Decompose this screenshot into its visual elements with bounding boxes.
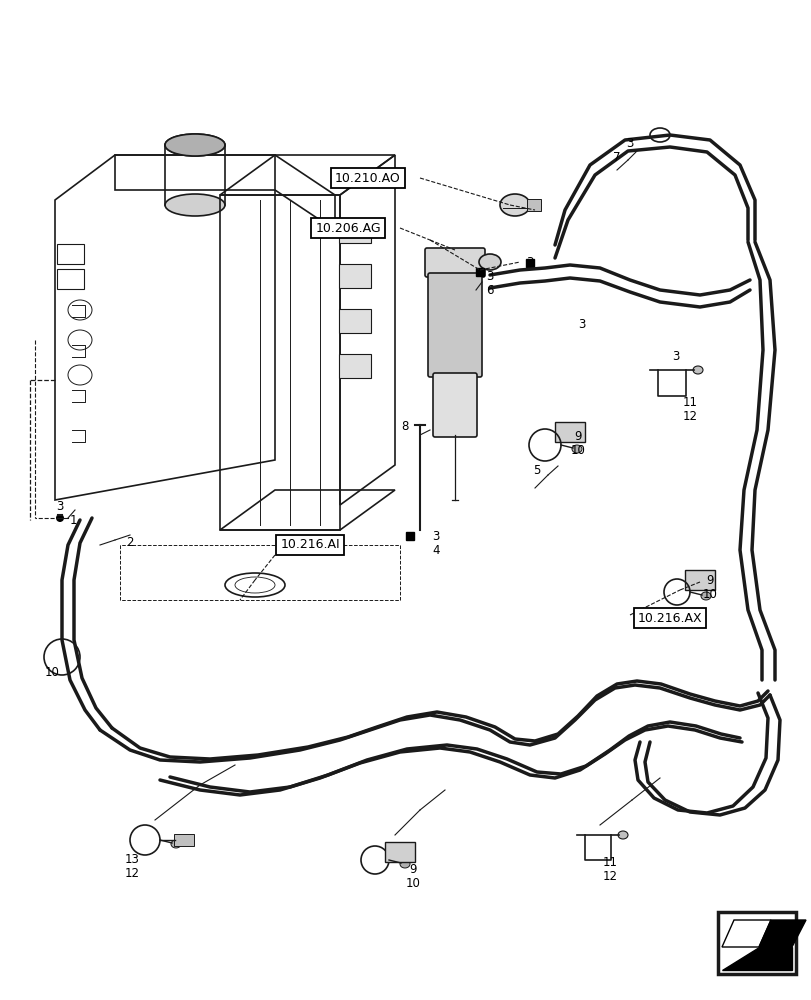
Text: 7: 7 bbox=[612, 151, 620, 164]
Text: 10.216.AI: 10.216.AI bbox=[280, 538, 339, 552]
FancyBboxPatch shape bbox=[338, 354, 371, 378]
Ellipse shape bbox=[171, 840, 181, 848]
Bar bbox=[717, 912, 795, 974]
Text: 3: 3 bbox=[486, 270, 493, 284]
Text: 12: 12 bbox=[602, 870, 616, 883]
Text: 2: 2 bbox=[126, 536, 134, 548]
Ellipse shape bbox=[165, 134, 225, 156]
Polygon shape bbox=[758, 920, 805, 947]
Text: 10.206.AG: 10.206.AG bbox=[315, 222, 380, 234]
Text: 12: 12 bbox=[124, 867, 139, 880]
FancyBboxPatch shape bbox=[384, 842, 414, 862]
Text: 3: 3 bbox=[625, 137, 633, 150]
Ellipse shape bbox=[617, 831, 627, 839]
Ellipse shape bbox=[571, 445, 581, 453]
Text: 11: 11 bbox=[602, 856, 616, 869]
Text: 4: 4 bbox=[431, 544, 440, 556]
FancyBboxPatch shape bbox=[338, 309, 371, 333]
Text: 9: 9 bbox=[409, 863, 416, 876]
Text: 11: 11 bbox=[682, 395, 697, 408]
FancyBboxPatch shape bbox=[338, 264, 371, 288]
Ellipse shape bbox=[478, 254, 500, 270]
Text: 9: 9 bbox=[573, 430, 581, 442]
Circle shape bbox=[56, 514, 64, 522]
FancyBboxPatch shape bbox=[554, 422, 584, 442]
Ellipse shape bbox=[700, 592, 710, 600]
Text: 3: 3 bbox=[431, 530, 439, 542]
Text: 10.210.AO: 10.210.AO bbox=[335, 172, 401, 185]
FancyBboxPatch shape bbox=[427, 273, 482, 377]
Text: 10: 10 bbox=[45, 666, 59, 678]
Text: 9: 9 bbox=[706, 574, 713, 587]
Ellipse shape bbox=[165, 134, 225, 156]
Text: 3: 3 bbox=[526, 255, 533, 268]
Ellipse shape bbox=[400, 860, 410, 868]
Text: 5: 5 bbox=[533, 464, 540, 477]
FancyBboxPatch shape bbox=[338, 219, 371, 243]
FancyBboxPatch shape bbox=[424, 248, 484, 277]
FancyBboxPatch shape bbox=[526, 199, 540, 211]
Text: 13: 13 bbox=[124, 853, 139, 866]
Text: 3: 3 bbox=[56, 500, 63, 514]
Polygon shape bbox=[721, 920, 770, 947]
Text: 1: 1 bbox=[69, 514, 77, 526]
Text: 12: 12 bbox=[682, 410, 697, 422]
Text: 10: 10 bbox=[570, 444, 585, 456]
Text: 6: 6 bbox=[486, 284, 493, 298]
FancyBboxPatch shape bbox=[526, 259, 534, 267]
Text: 10: 10 bbox=[405, 877, 420, 890]
Text: 10: 10 bbox=[702, 588, 717, 601]
Text: 10.216.AX: 10.216.AX bbox=[637, 611, 702, 624]
Polygon shape bbox=[721, 947, 791, 970]
Text: 8: 8 bbox=[401, 420, 408, 432]
Ellipse shape bbox=[500, 194, 530, 216]
Text: 3: 3 bbox=[577, 318, 585, 332]
FancyBboxPatch shape bbox=[432, 373, 476, 437]
FancyBboxPatch shape bbox=[406, 532, 414, 540]
Text: 3: 3 bbox=[672, 351, 679, 363]
FancyBboxPatch shape bbox=[684, 570, 714, 590]
Ellipse shape bbox=[165, 194, 225, 216]
FancyBboxPatch shape bbox=[174, 834, 194, 846]
Ellipse shape bbox=[692, 366, 702, 374]
FancyBboxPatch shape bbox=[475, 268, 483, 276]
